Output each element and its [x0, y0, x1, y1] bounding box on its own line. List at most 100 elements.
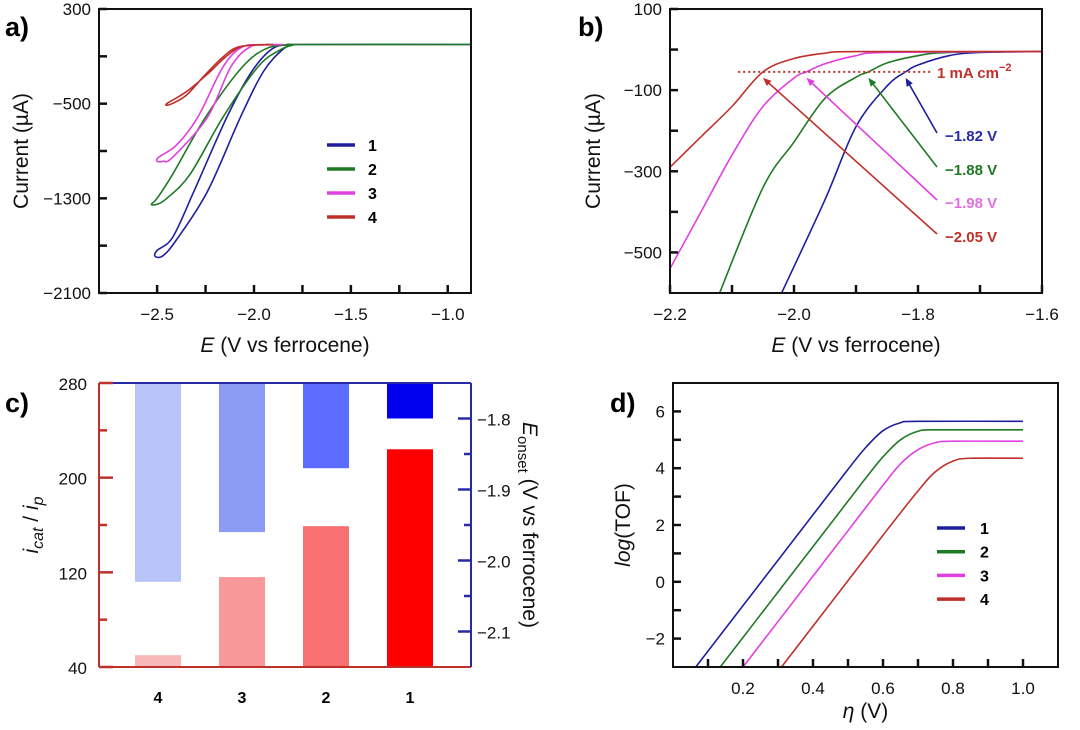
x-axis-label: E (V vs ferrocene) — [771, 334, 940, 357]
panel-label: d) — [610, 388, 635, 418]
left-tick-label: 200 — [59, 470, 87, 489]
label-sub-cat: cat — [30, 527, 47, 549]
y-axis-italic: log — [612, 538, 635, 566]
x-tick-label: −2.0 — [237, 305, 271, 324]
panel-c: c) 40 120 200 280 −1.8 −1.9 −2.0 −2.1 4 3 2 1 icat / … — [5, 375, 541, 707]
onset-arrow — [765, 79, 938, 235]
legend-label: 2 — [368, 162, 377, 179]
x-tick-label: −2.0 — [777, 305, 811, 324]
legend-label: 4 — [368, 210, 377, 227]
plot-frame — [672, 382, 1059, 668]
legend: 1 2 3 4 — [937, 521, 989, 609]
bar-icat-ip-1 — [387, 449, 433, 667]
arrowhead-icon — [868, 77, 877, 87]
label-sep: / — [20, 510, 43, 528]
panel-a: a) −2.5 −2.0 −1.5 −1.0 300 −500 −1300 −2100 E (V … — [5, 0, 472, 357]
threshold-label-text: 1 mA cm — [937, 65, 999, 82]
x-tick-label: 0.2 — [731, 679, 755, 698]
y-tick-label: 2 — [656, 516, 665, 535]
bar-eonset-3 — [219, 383, 265, 533]
x-tick-label: −1.6 — [1025, 305, 1059, 324]
onset-label: −1.88 V — [945, 162, 997, 179]
x-tick-label: 0.6 — [871, 679, 895, 698]
series-group — [670, 50, 1042, 293]
y-tick-label: −2100 — [43, 284, 91, 303]
legend-label: 1 — [368, 138, 377, 155]
category-label: 3 — [238, 690, 247, 707]
category-label: 1 — [406, 690, 415, 707]
series-line-3 — [670, 50, 1042, 270]
arrowhead-icon — [806, 77, 815, 87]
legend-label: 4 — [980, 592, 989, 609]
bar-icat-ip-4 — [135, 655, 181, 667]
category-label: 4 — [154, 690, 163, 707]
y-axis-label: log(TOF) — [612, 483, 635, 567]
y-tick-label: −500 — [53, 95, 91, 114]
y-tick-label: 0 — [656, 573, 665, 592]
x-axis-unit: (V vs ferrocene) — [214, 334, 369, 357]
x-tick-label: −2.2 — [653, 305, 687, 324]
label-sub-p: p — [30, 496, 47, 506]
label-i: i — [20, 548, 43, 554]
y-tick-label: −100 — [624, 81, 662, 100]
onset-label: −2.05 V — [945, 229, 997, 246]
onset-label: −1.82 V — [945, 128, 997, 145]
y-tick-label: −500 — [624, 243, 662, 262]
arrowhead-icon — [763, 77, 772, 87]
onset-arrow — [808, 80, 938, 201]
series-group — [695, 420, 1024, 667]
series-line-1 — [695, 420, 1024, 667]
bar-eonset-1 — [387, 383, 433, 419]
x-axis-label: η (V) — [843, 700, 889, 723]
series-line-2 — [718, 50, 1042, 293]
legend-label: 3 — [368, 186, 377, 203]
bar-eonset-4 — [135, 383, 181, 582]
x-axis-symbol: E — [771, 334, 786, 357]
y-tick-label: 4 — [656, 459, 665, 478]
category-label: 2 — [322, 690, 331, 707]
threshold-label-sup: −2 — [999, 62, 1012, 74]
right-axis-label: Eonset (V vs ferrocene) — [514, 422, 541, 628]
x-tick-label: 1.0 — [1011, 679, 1035, 698]
onset-arrow — [906, 80, 938, 134]
y-axis-label: Current (µA) — [582, 93, 605, 209]
y-axis-label: Current (µA) — [10, 93, 33, 209]
series-line-3 — [742, 440, 1024, 667]
x-tick-label: 0.8 — [941, 679, 965, 698]
x-tick-label: −1.5 — [334, 305, 368, 324]
label-i2: i — [20, 504, 43, 510]
series-line-4 — [165, 43, 274, 107]
right-tick-label: −2.1 — [477, 624, 511, 643]
y-tick-label: 100 — [634, 0, 662, 19]
threshold-label: 1 mA cm−2 — [937, 62, 1012, 82]
panel-d: d) 0.2 0.4 0.6 0.8 1.0 6 4 2 0 −2 η (V) log(TOF) 1 2 3 4 — [610, 382, 1059, 723]
bar-icat-ip-3 — [219, 577, 265, 667]
plot-frame — [98, 8, 472, 294]
onset-arrow — [870, 80, 938, 168]
legend-label: 2 — [980, 545, 989, 562]
left-tick-label: 40 — [68, 659, 87, 678]
series-line-1 — [153, 43, 471, 259]
y-axis-text: (TOF) — [612, 483, 635, 539]
series-group — [150, 43, 471, 259]
label-unit: (V vs ferrocene) — [518, 473, 541, 628]
series-line-2 — [150, 43, 471, 206]
onset-label: −1.98 V — [945, 195, 997, 212]
y-tick-label: −1300 — [43, 189, 91, 208]
left-axis-label: icat / ip — [20, 496, 47, 553]
y-tick-label: −2 — [646, 630, 665, 649]
legend-label: 3 — [980, 568, 989, 585]
right-tick-label: −1.9 — [477, 482, 511, 501]
legend-label: 1 — [980, 521, 989, 538]
arrowhead-icon — [905, 77, 913, 87]
panel-label: b) — [578, 12, 603, 42]
x-axis-unit: (V vs ferrocene) — [785, 334, 940, 357]
panel-label: a) — [5, 12, 29, 42]
series-line-1 — [780, 50, 1042, 293]
y-tick-label: −300 — [624, 162, 662, 181]
right-tick-label: −2.0 — [477, 553, 511, 572]
y-tick-label: 6 — [656, 402, 665, 421]
right-tick-label: −1.8 — [477, 411, 511, 430]
x-tick-label: −2.5 — [140, 305, 174, 324]
legend: 1 2 3 4 — [327, 138, 377, 227]
